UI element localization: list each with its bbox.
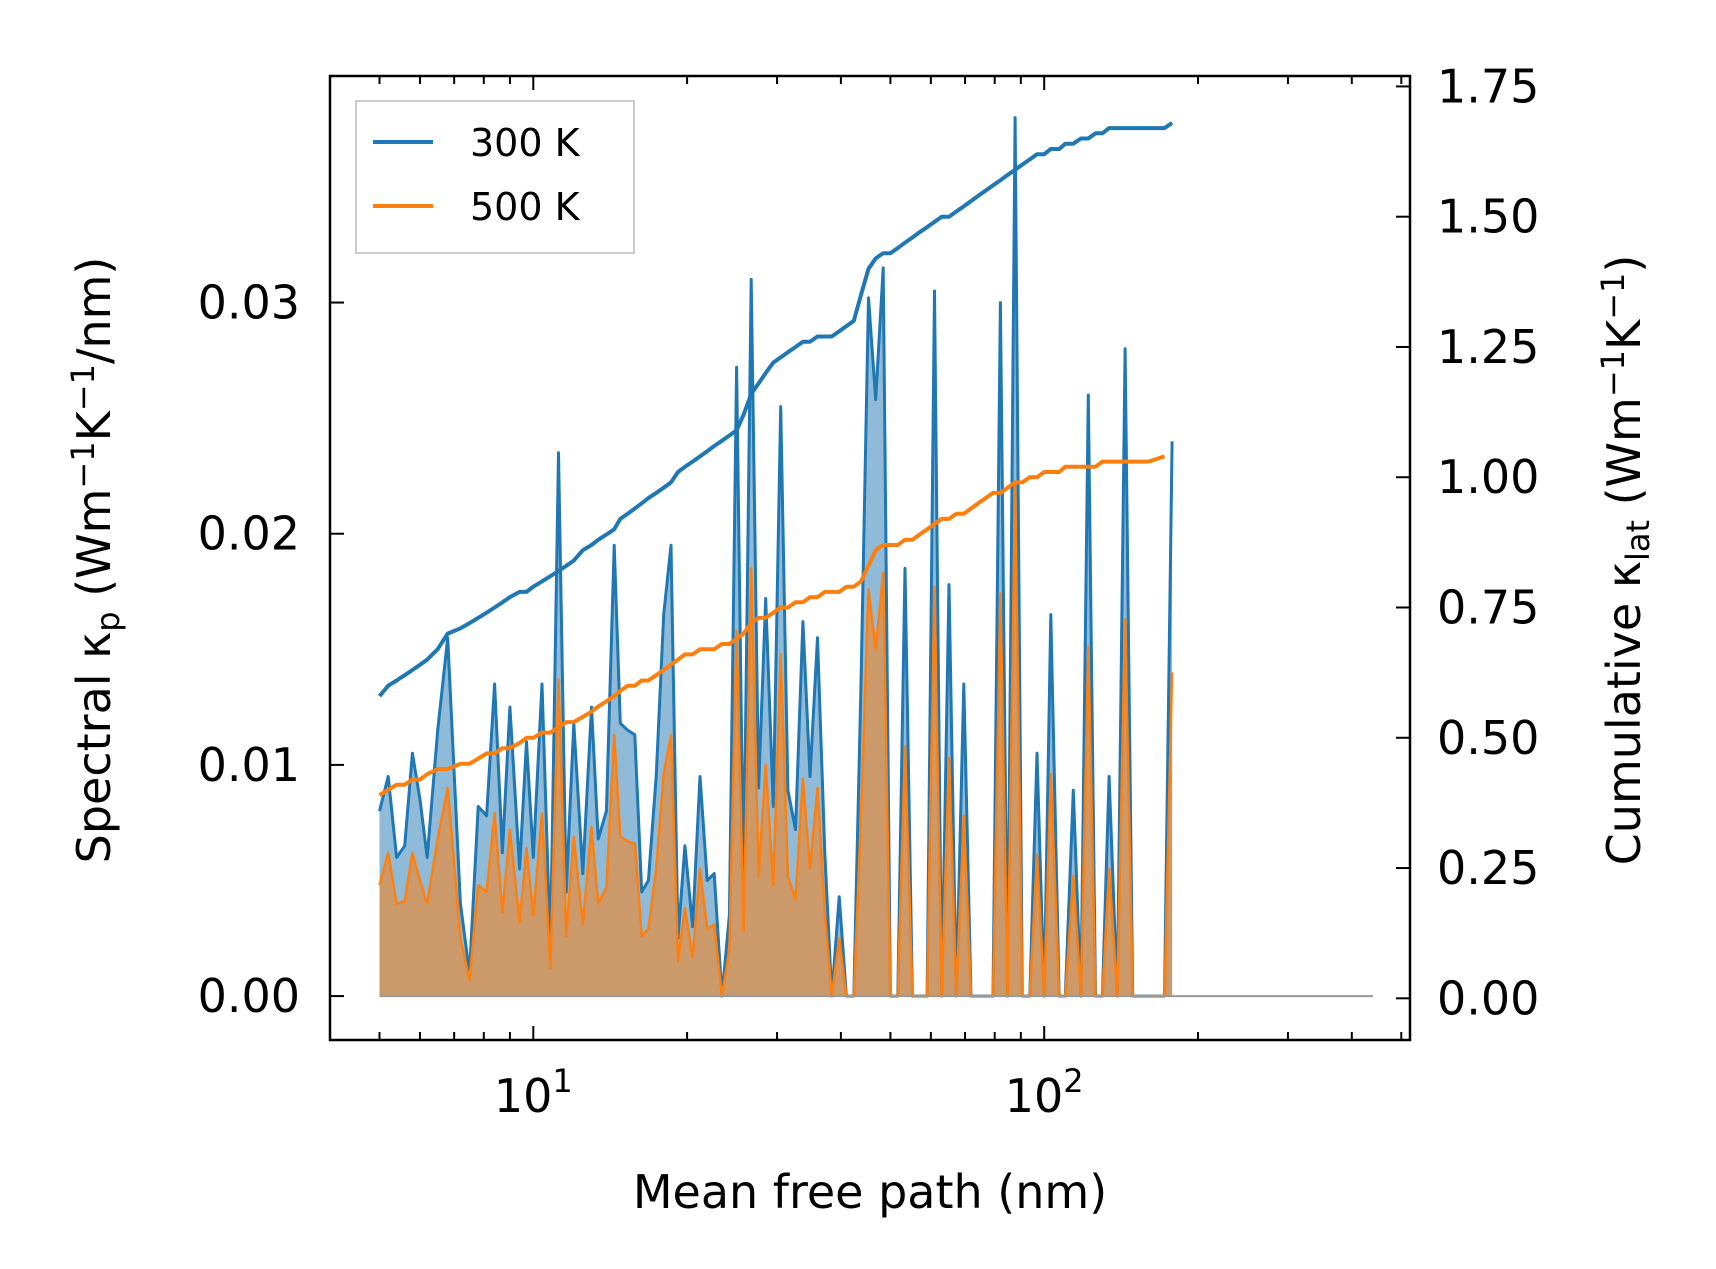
legend-box: [355, 100, 635, 254]
x-tick-label: 102: [1005, 1062, 1084, 1123]
plot-content: [377, 116, 1373, 998]
y-left-tick-label: 0.02: [198, 507, 300, 561]
plot-frame: [328, 74, 1412, 1042]
y-left-tick-label: 0.01: [198, 738, 300, 792]
tick-labels: 101 102 0.00 0.01 0.02 0.03 0.00 0.25 0.50 0.75 1.…: [198, 59, 1540, 1123]
x-tick-label: 101: [494, 1062, 573, 1123]
cumulative-line-500k: [378, 454, 1166, 797]
y-right-tick-label: 0.00: [1437, 971, 1539, 1025]
y-right-tick-label: 0.50: [1437, 711, 1539, 765]
y-right-tick-label: 1.50: [1437, 190, 1539, 244]
legend-label-500k: 500 K: [470, 185, 581, 229]
y-right-tick-label: 1.25: [1437, 320, 1539, 374]
x-axis-label: Mean free path (nm): [633, 1165, 1107, 1219]
cumulative-line-300k: [377, 121, 1174, 698]
y-right-tick-label: 1.00: [1437, 450, 1539, 504]
y-right-tick-label: 0.75: [1437, 581, 1539, 635]
legend-label-300k: 300 K: [470, 121, 581, 165]
y-left-tick-label: 0.00: [198, 969, 300, 1023]
legend: 300 K 500 K: [355, 100, 635, 254]
y-left-axis-label: Spectral κp (Wm−1K−1/nm): [64, 257, 127, 864]
y-right-tick-label: 1.75: [1437, 59, 1539, 113]
y-right-axis-label: Cumulative κlat (Wm−1K−1): [1594, 255, 1657, 866]
spectral-area-500k: [379, 485, 1173, 997]
y-right-tick-label: 0.25: [1437, 841, 1539, 895]
y-left-tick-label: 0.03: [198, 276, 300, 330]
tick-marks: [329, 76, 1410, 1040]
